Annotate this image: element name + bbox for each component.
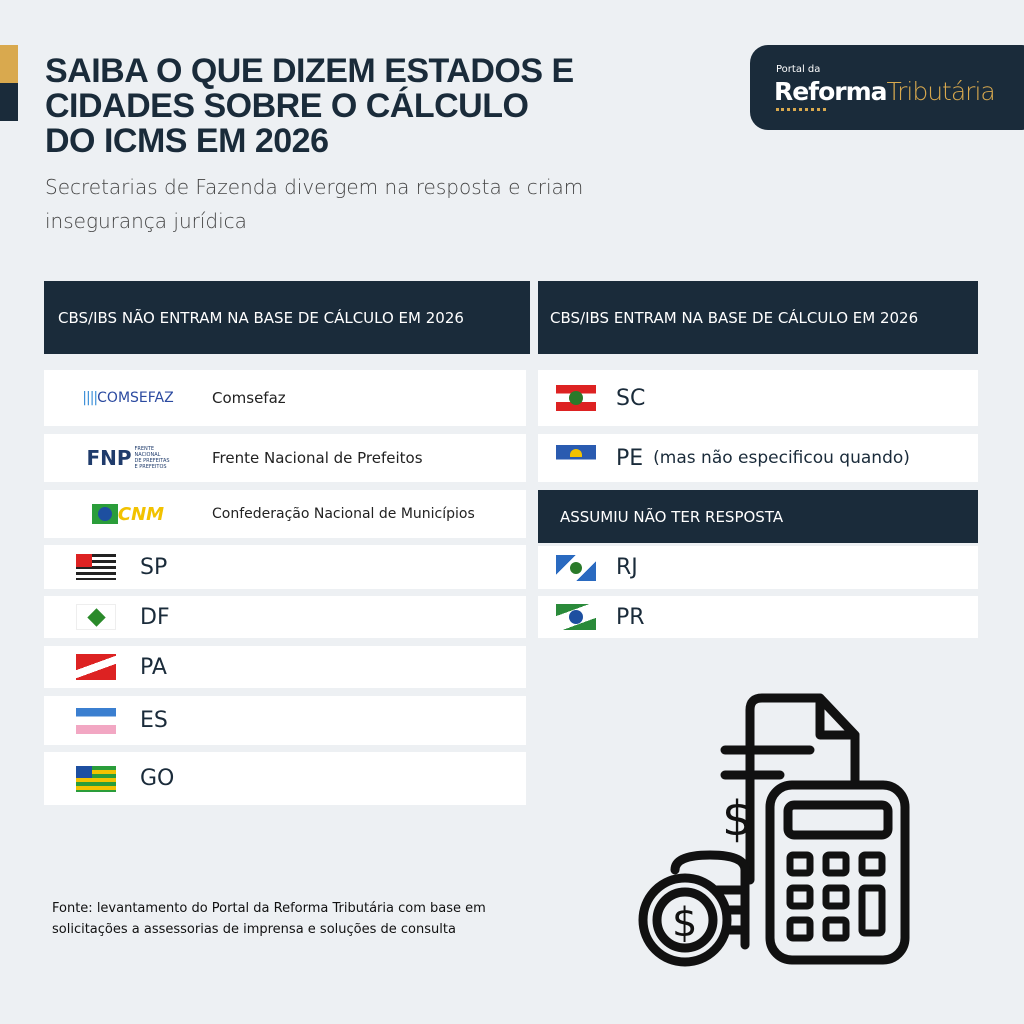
title-line: DO ICMS EM 2026 xyxy=(45,122,329,160)
svg-text:$: $ xyxy=(722,791,753,847)
logo-dots xyxy=(776,108,826,111)
org-name: Comsefaz xyxy=(212,389,286,407)
svg-text:$: $ xyxy=(672,900,697,946)
flag-df-icon xyxy=(76,604,116,630)
flag-pr-icon xyxy=(556,604,596,630)
state-code: RJ xyxy=(616,555,638,580)
org-name: Frente Nacional de Prefeitos xyxy=(212,449,423,467)
org-row-cnm: CNM Confederação Nacional de Municípios xyxy=(44,490,526,538)
right-header-2: ASSUMIU NÃO TER RESPOSTA xyxy=(538,490,978,543)
state-row-sc: SC xyxy=(538,370,978,426)
state-row-pa: PA xyxy=(44,646,526,688)
flag-pe-icon xyxy=(556,445,596,471)
source-note: Fonte: levantamento do Portal da Reforma… xyxy=(52,901,486,937)
title-line: CIDADES SOBRE O CÁLCULO xyxy=(45,87,529,125)
flag-go-icon xyxy=(76,765,116,792)
state-row-df: DF xyxy=(44,596,526,638)
flag-pa-icon xyxy=(76,654,116,680)
state-code: SP xyxy=(140,554,168,580)
state-row-rj: RJ xyxy=(538,546,978,589)
left-header: CBS/IBS NÃO ENTRAM NA BASE DE CÁLCULO EM… xyxy=(44,281,530,354)
state-row-pr: PR xyxy=(538,596,978,638)
state-row-go: GO xyxy=(44,752,526,805)
accent-bar-navy xyxy=(0,83,18,121)
page-title: SAIBA O QUE DIZEM ESTADOS E CIDADES SOBR… xyxy=(45,54,645,159)
comsefaz-logo: |||| COMSEFAZ xyxy=(82,390,174,406)
title-line: SAIBA O QUE DIZEM ESTADOS E xyxy=(45,52,574,90)
org-row-comsefaz: |||| COMSEFAZ Comsefaz xyxy=(44,370,526,426)
state-code: GO xyxy=(140,766,175,791)
state-code: DF xyxy=(140,604,170,630)
logo-small-text: Portal da xyxy=(776,64,821,75)
flag-rj-icon xyxy=(556,554,596,581)
state-row-sp: SP xyxy=(44,545,526,589)
logo-main-text: ReformaTributária xyxy=(774,77,996,106)
state-code: PR xyxy=(616,604,645,630)
cnm-logo: CNM xyxy=(44,504,212,525)
calculator-invoice-coins-icon: $ $ xyxy=(638,693,910,967)
org-row-fnp: FNP FRENTE NACIONAL DE PREFEITAS E PREFEITOS… xyxy=(44,434,526,482)
fnp-logo: FNP FRENTE NACIONAL DE PREFEITAS E PREFEITOS xyxy=(86,446,170,470)
logo-bold: Reforma xyxy=(774,77,888,106)
state-row-es: ES xyxy=(44,696,526,745)
logo-light: Tributária xyxy=(886,77,996,106)
state-code: PE xyxy=(616,445,644,471)
portal-logo: Portal da ReformaTributária xyxy=(750,45,1024,130)
state-code: ES xyxy=(140,708,168,733)
accent-bar-gold xyxy=(0,45,18,83)
flag-sc-icon xyxy=(556,385,596,411)
right-header: CBS/IBS ENTRAM NA BASE DE CÁLCULO EM 202… xyxy=(538,281,978,354)
state-row-pe: PE (mas não especificou quando) xyxy=(538,434,978,482)
flag-sp-icon xyxy=(76,554,116,580)
flag-es-icon xyxy=(76,707,116,734)
state-note: (mas não especificou quando) xyxy=(653,448,910,468)
org-name: Confederação Nacional de Municípios xyxy=(212,506,475,522)
state-code: SC xyxy=(616,385,646,411)
state-code: PA xyxy=(140,654,167,680)
subtitle: Secretarias de Fazenda divergem na respo… xyxy=(45,175,584,233)
